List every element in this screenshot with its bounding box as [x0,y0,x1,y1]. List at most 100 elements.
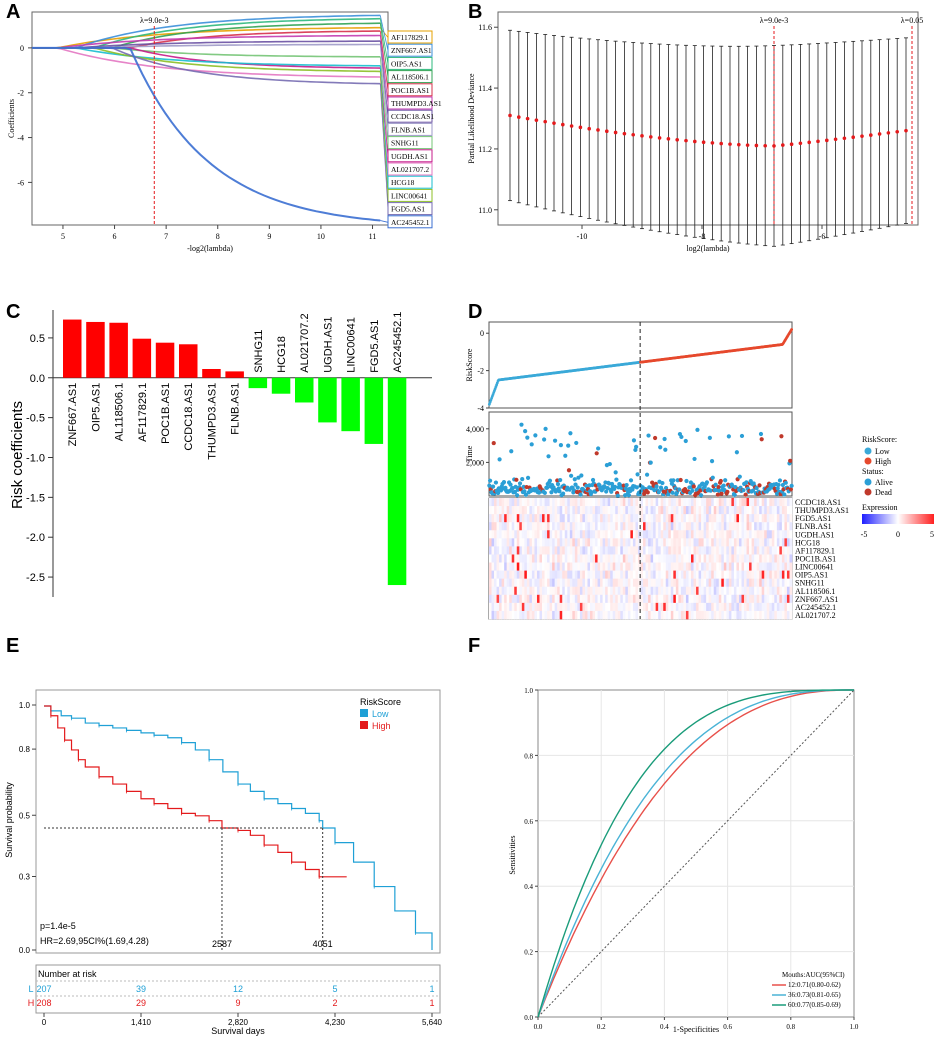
heatmap-cell [761,594,765,604]
heatmap-cell [764,538,768,547]
heatmap-cell [547,610,550,620]
heatmap-cell [584,562,588,571]
heatmap-cell [489,570,492,579]
heatmap-cell [696,530,699,539]
heatmap-cell [703,578,707,588]
heatmap-cell [547,578,550,588]
heatmap-cell [521,602,525,612]
heatmap-cell [683,562,687,571]
heatmap-cell [774,498,778,507]
heatmap-cell [766,498,770,507]
heatmap-cell [539,594,543,604]
heatmap-cell [663,602,667,612]
heatmap-cell [579,546,583,555]
heatmap-cell [521,522,525,531]
heatmap-cell [489,578,492,588]
heatmap-cell [615,594,619,604]
heatmap-cell [741,586,745,596]
heatmap-cell [766,514,770,523]
heatmap-cell [577,530,581,539]
heatmap-cell [526,578,530,588]
heatmap-cell [511,578,515,588]
deviance-point [781,143,785,147]
heatmap-cell [600,498,603,507]
heatmap-cell [738,562,742,571]
heatmap-cell [771,578,775,588]
heatmap-cell [592,498,596,507]
alive-point [634,444,639,449]
heatmap-cell [635,586,639,596]
heatmap-cell [600,506,603,515]
heatmap-cell [595,610,598,620]
heatmap-cell [529,570,533,579]
heatmap-cell [552,578,555,588]
heatmap-cell [542,578,545,588]
heatmap-cell [607,530,611,539]
heatmap-cell [516,522,520,531]
heatmap-cell [701,530,704,539]
heatmap-cell [579,498,583,507]
heatmap-cell [564,554,568,563]
heatmap-cell [670,538,674,547]
heatmap-cell [509,514,513,523]
x-axis-title: log2(lambda) [686,244,729,253]
heatmap-cell [617,554,621,563]
heatmap-cell [653,610,656,620]
heatmap-cell [749,578,752,588]
heatmap-cell [494,570,497,579]
heatmap-cell [622,530,626,539]
heatmap-cell [786,514,790,523]
heatmap-cell [584,522,588,531]
heatmap-cell [693,498,697,507]
heatmap-cell [637,530,641,539]
legend-dead-marker [864,488,872,496]
heatmap-cell [769,498,773,507]
heatmap-cell [754,522,757,531]
y-tick-label: 0.2 [524,949,533,957]
heatmap-cell [536,554,540,563]
heatmap-cell [536,522,540,531]
deviance-point [543,119,547,124]
heatmap-cell [728,506,732,515]
heatmap-cell [579,506,583,515]
x-tick-label: 1.0 [850,1023,859,1031]
heatmap-cell [706,498,709,507]
heatmap-cell [610,538,614,547]
heatmap-cell [564,530,568,539]
heatmap-cell [496,530,500,539]
heatmap-cell [723,498,727,507]
heatmap-cell [746,594,750,604]
heatmap-cell [640,578,644,588]
bar-label: POC1B.AS1 [160,383,172,444]
heatmap-cell [723,554,727,563]
deviance-point [869,133,873,137]
heatmap-cell [663,586,667,596]
heatmap-cell [562,586,566,596]
heatmap-cell [612,498,616,507]
heatmap-cell [733,570,737,579]
heatmap-cell [627,554,631,563]
heatmap-cell [643,570,646,579]
heatmap-cell [602,554,606,563]
heatmap-cell [726,554,730,563]
heatmap-cell [653,578,656,588]
heatmap-cell [620,602,624,612]
heatmap-cell [595,554,598,563]
heatmap-cell [643,546,646,555]
heatmap-cell [617,570,621,579]
heatmap-cell [670,530,674,539]
heatmap-cell [574,514,578,523]
heatmap-cell [582,594,586,604]
heatmap-cell [564,602,568,612]
heatmap-cell [776,602,780,612]
heatmap-cell [769,506,773,515]
risk-bar [341,377,360,432]
heatmap-cell [496,610,500,620]
heatmap-cell [590,538,593,547]
heatmap-cell [693,538,697,547]
heatmap-cell [653,570,656,579]
heatmap-cell [685,570,689,579]
heatmap-cell [534,554,538,563]
heatmap-cell [509,594,513,604]
heatmap-cell [698,530,702,539]
